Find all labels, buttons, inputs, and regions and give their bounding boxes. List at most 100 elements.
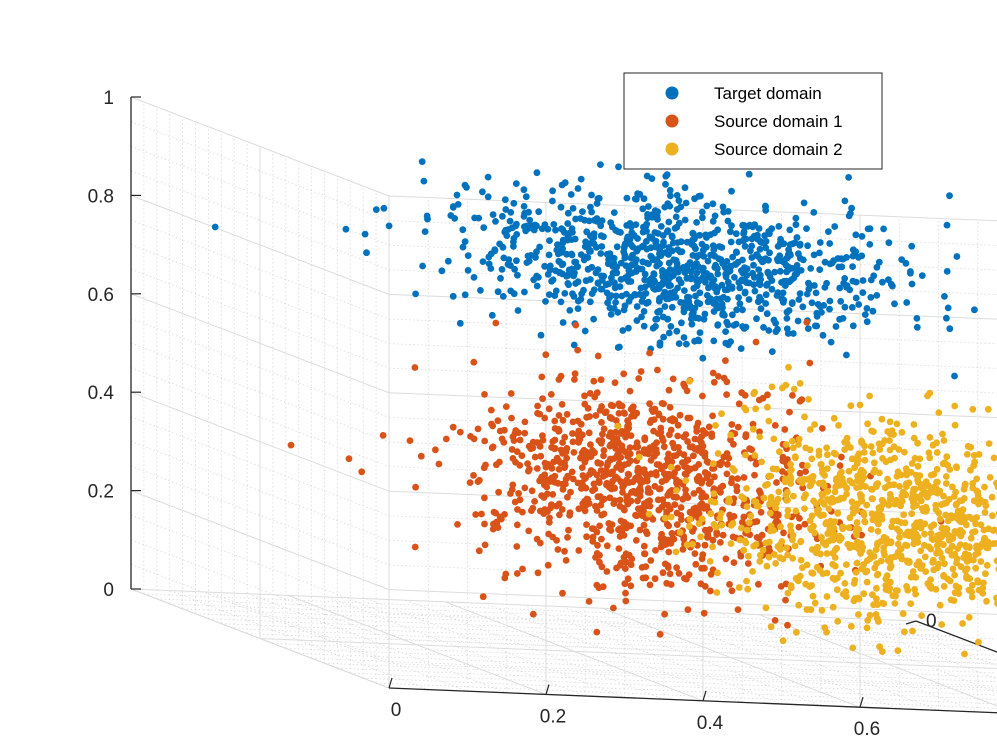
data-point bbox=[818, 425, 826, 432]
data-point bbox=[544, 225, 552, 233]
data-point bbox=[943, 268, 951, 275]
data-point bbox=[728, 222, 735, 230]
data-point bbox=[830, 257, 837, 265]
data-point bbox=[829, 533, 837, 541]
data-point bbox=[662, 180, 669, 188]
data-point bbox=[623, 194, 631, 202]
data-point bbox=[752, 338, 760, 346]
data-point bbox=[593, 389, 601, 397]
data-point bbox=[545, 291, 553, 298]
data-point bbox=[481, 541, 489, 549]
data-point bbox=[577, 295, 585, 303]
data-point bbox=[909, 568, 917, 575]
data-point bbox=[766, 538, 773, 546]
data-point bbox=[553, 502, 560, 510]
data-point bbox=[602, 471, 610, 478]
x-tick-label: 0 bbox=[391, 700, 402, 721]
data-point bbox=[781, 478, 789, 486]
data-point bbox=[832, 450, 839, 458]
data-point bbox=[896, 534, 903, 541]
data-point bbox=[693, 508, 701, 515]
data-point bbox=[797, 537, 805, 545]
data-point bbox=[738, 389, 746, 397]
data-point bbox=[902, 259, 910, 267]
data-point bbox=[693, 277, 701, 285]
data-point bbox=[853, 559, 861, 567]
data-point bbox=[854, 477, 861, 485]
data-point bbox=[799, 564, 806, 571]
data-point bbox=[610, 455, 618, 462]
data-point bbox=[985, 440, 993, 447]
data-point bbox=[572, 321, 580, 329]
data-point bbox=[810, 251, 818, 259]
data-point bbox=[767, 623, 775, 631]
data-point bbox=[809, 592, 817, 600]
data-point bbox=[756, 551, 764, 559]
data-point bbox=[866, 611, 874, 619]
data-point bbox=[839, 590, 847, 598]
data-point bbox=[677, 203, 685, 211]
data-point bbox=[519, 565, 526, 573]
data-point bbox=[863, 624, 871, 632]
data-point bbox=[859, 509, 867, 516]
data-point bbox=[553, 246, 561, 254]
data-point bbox=[611, 484, 618, 492]
data-point bbox=[730, 440, 737, 448]
data-point bbox=[461, 181, 469, 189]
data-point bbox=[838, 263, 846, 271]
data-point bbox=[627, 522, 635, 530]
data-point bbox=[910, 490, 917, 498]
data-point bbox=[689, 540, 696, 548]
data-point bbox=[941, 293, 948, 300]
data-point bbox=[464, 252, 472, 259]
data-point bbox=[848, 304, 856, 311]
data-point bbox=[671, 501, 679, 508]
data-point bbox=[633, 317, 641, 324]
data-point bbox=[760, 494, 768, 502]
data-point bbox=[805, 279, 812, 287]
data-point bbox=[873, 481, 880, 488]
data-point bbox=[908, 242, 916, 250]
data-point bbox=[672, 257, 680, 264]
data-point bbox=[739, 256, 746, 264]
data-point bbox=[419, 262, 426, 270]
data-point bbox=[590, 480, 598, 488]
data-point bbox=[536, 477, 543, 485]
data-point bbox=[666, 202, 674, 210]
data-point bbox=[666, 570, 674, 578]
data-point bbox=[802, 444, 810, 452]
data-point bbox=[927, 545, 935, 553]
data-point bbox=[571, 370, 579, 378]
data-point bbox=[907, 269, 914, 277]
data-point bbox=[667, 513, 675, 521]
data-point bbox=[830, 414, 838, 422]
data-point bbox=[497, 515, 505, 523]
data-point bbox=[550, 221, 558, 228]
data-point bbox=[841, 197, 849, 205]
data-point bbox=[684, 293, 691, 301]
data-point bbox=[785, 363, 792, 371]
data-point bbox=[922, 568, 930, 575]
data-point bbox=[632, 537, 640, 544]
data-point bbox=[700, 315, 708, 323]
data-point bbox=[759, 394, 767, 402]
data-point bbox=[935, 509, 943, 517]
data-point bbox=[734, 423, 742, 431]
data-point bbox=[698, 489, 706, 497]
data-point bbox=[569, 205, 577, 212]
data-point bbox=[888, 523, 895, 531]
data-point bbox=[849, 252, 857, 260]
data-point bbox=[641, 434, 649, 442]
data-point bbox=[590, 315, 597, 323]
data-point bbox=[466, 479, 474, 486]
data-point bbox=[718, 410, 725, 418]
data-point bbox=[890, 481, 898, 489]
data-point bbox=[908, 510, 916, 518]
data-point bbox=[636, 190, 644, 198]
data-point bbox=[385, 222, 393, 230]
data-point bbox=[968, 593, 976, 601]
data-point bbox=[806, 359, 814, 367]
data-point bbox=[599, 430, 606, 438]
data-point bbox=[813, 507, 821, 514]
data-point bbox=[558, 401, 566, 408]
